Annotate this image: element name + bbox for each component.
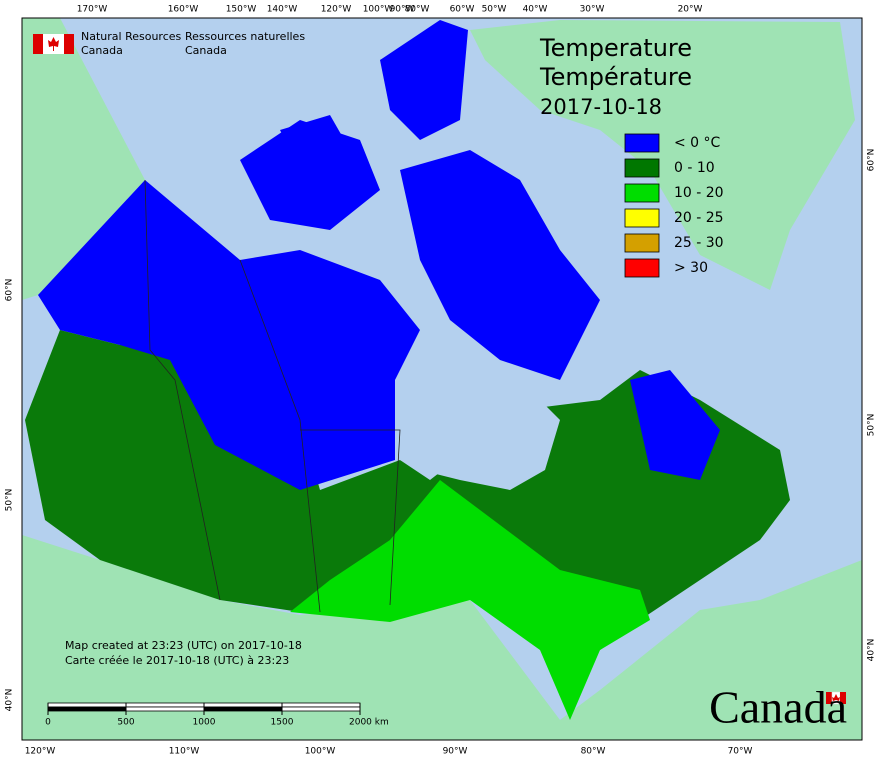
graticule-label: 100°W <box>363 5 394 15</box>
graticule-label: 170°W <box>77 5 108 15</box>
graticule-label: 80°W <box>405 5 430 15</box>
graticule-label: 50°N <box>867 414 877 437</box>
scale-label: 1500 <box>271 718 294 728</box>
graticule-label: 50°N <box>5 489 15 512</box>
scale-label: 0 <box>45 718 51 728</box>
graticule-label: 80°W <box>581 747 606 757</box>
legend-swatch <box>624 133 660 153</box>
scale-segment <box>203 702 283 708</box>
title-fr: Température <box>539 63 692 91</box>
scale-segment <box>47 702 127 708</box>
border <box>239 259 321 613</box>
scale-segment <box>203 706 283 712</box>
dept-en: Canada <box>81 44 123 57</box>
credit: Carte créée le 2017-10-18 (UTC) à 23:23 <box>65 654 289 667</box>
hudson-bay <box>395 360 560 490</box>
graticule-label: 70°W <box>728 747 753 757</box>
scale-label: 2000 km <box>349 718 389 728</box>
scale-label: 500 <box>117 718 134 728</box>
graticule-label: 50°W <box>482 5 507 15</box>
graticule-label: 160°W <box>168 5 199 15</box>
legend-swatch <box>624 158 660 178</box>
dept-en: Natural Resources <box>81 30 182 43</box>
graticule-label: 110°W <box>169 747 200 757</box>
graticule-label: 150°W <box>226 5 257 15</box>
scale-segment <box>125 706 205 712</box>
alaska <box>22 18 145 300</box>
legend-label: > 30 <box>674 260 708 276</box>
scale-segment <box>47 706 127 712</box>
graticule-label: 120°W <box>25 747 56 757</box>
graticule-label: 40°N <box>867 639 877 662</box>
island <box>400 150 600 380</box>
usa <box>22 535 862 740</box>
border <box>144 179 221 601</box>
legend-label: 10 - 20 <box>674 185 724 201</box>
dept-fr: Canada <box>185 44 227 57</box>
border <box>300 429 401 606</box>
legend-label: 20 - 25 <box>674 210 724 226</box>
region-cold <box>630 370 720 480</box>
greenland <box>470 20 855 290</box>
graticule-label: 60°N <box>5 279 15 302</box>
graticule-label: 20°W <box>678 5 703 15</box>
date: 2017-10-18 <box>540 95 662 119</box>
scale-segment <box>281 706 361 712</box>
dept-fr: Ressources naturelles <box>185 30 305 43</box>
graticule-label: 90°W <box>390 5 415 15</box>
scale-segment <box>281 702 361 708</box>
credit: Map created at 23:23 (UTC) on 2017-10-18 <box>65 639 302 652</box>
title-en: Temperature <box>539 34 692 62</box>
island <box>280 115 350 170</box>
legend-label: < 0 °C <box>674 135 721 151</box>
legend-label: 25 - 30 <box>674 235 724 251</box>
frame <box>21 17 863 741</box>
region-cold <box>38 180 420 490</box>
graticule-label: 60°W <box>450 5 475 15</box>
wordmark: Canada <box>709 682 847 733</box>
legend-swatch <box>624 233 660 253</box>
graticule-label: 120°W <box>321 5 352 15</box>
scale-label: 1000 <box>193 718 216 728</box>
graticule-label: 40°N <box>5 689 15 712</box>
graticule-label: 100°W <box>305 747 336 757</box>
graticule-label: 140°W <box>267 5 298 15</box>
legend-swatch <box>624 183 660 203</box>
region-mild <box>290 480 650 720</box>
graticule-label: 90°W <box>443 747 468 757</box>
legend-swatch <box>624 258 660 278</box>
legend-swatch <box>624 208 660 228</box>
island <box>380 20 468 140</box>
flag <box>33 34 74 54</box>
legend-label: 0 - 10 <box>674 160 715 176</box>
graticule-label: 40°W <box>523 5 548 15</box>
flag-small <box>826 691 846 705</box>
graticule-label: 30°W <box>580 5 605 15</box>
graticule-label: 60°N <box>867 149 877 172</box>
scale-segment <box>125 702 205 708</box>
